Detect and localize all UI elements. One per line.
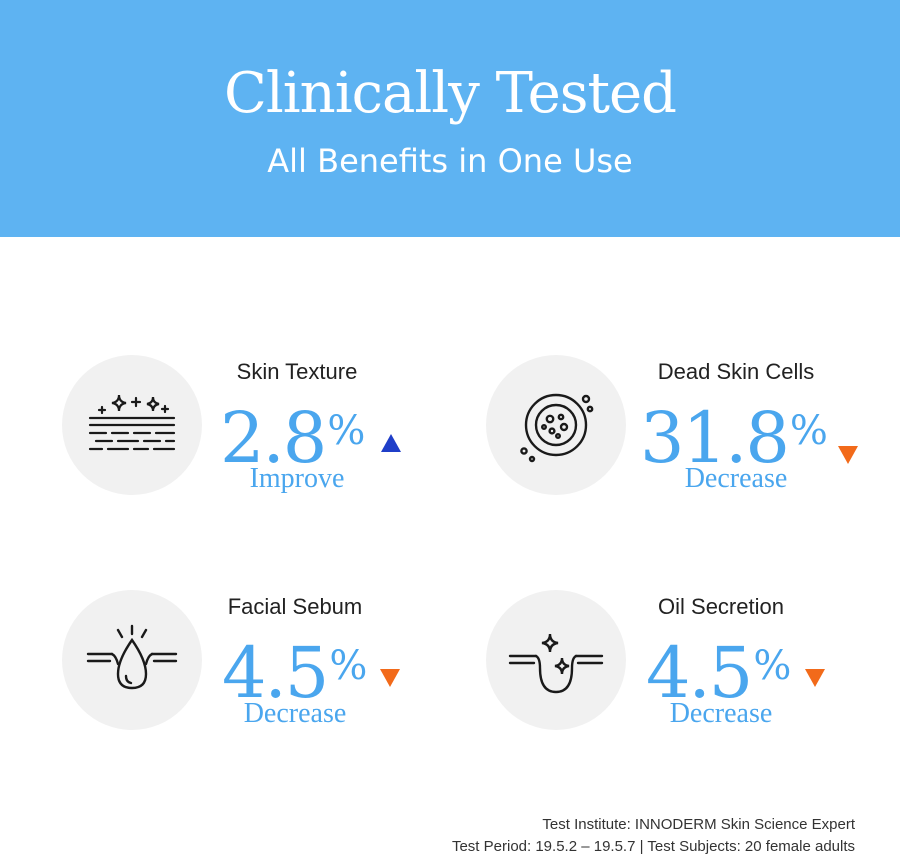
stat-number: 31.8	[640, 397, 790, 479]
test-institute: Test Institute: INNODERM Skin Science Ex…	[542, 816, 855, 833]
stat-change: Decrease	[669, 698, 773, 729]
stat-unit: %	[329, 643, 368, 689]
icon-circle	[62, 355, 202, 495]
stat-card-facial-sebum: Facial Sebum 4.5% Decrease	[62, 590, 482, 740]
stat-label: Dead Skin Cells	[657, 359, 815, 384]
sebum-drop-icon	[86, 624, 178, 690]
stat-card-oil-secretion: Oil Secretion 4.5% Decrease	[486, 590, 900, 740]
stat-card-skin-texture: Skin Texture 2.8% Improve	[62, 355, 482, 505]
icon-circle	[486, 355, 626, 495]
stat-unit: %	[789, 408, 828, 454]
header-banner: Clinically Tested All Benefits in One Us…	[0, 0, 900, 237]
stat-label: Skin Texture	[236, 359, 358, 384]
icon-circle	[486, 590, 626, 730]
stat-value: 31.8%	[640, 391, 828, 497]
decrease-arrow-icon	[805, 669, 825, 687]
stat-unit: %	[327, 408, 366, 454]
stat-change: Improve	[249, 463, 345, 494]
test-period: Test Period: 19.5.2 – 19.5.7 | Test Subj…	[451, 838, 855, 855]
sparkle-texture-icon	[88, 394, 176, 451]
test-info-footer: Test Institute: INNODERM Skin Science Ex…	[452, 814, 855, 857]
decrease-arrow-icon	[838, 446, 858, 464]
stat-value: 4.5%	[646, 626, 791, 732]
page-subtitle: All Benefits in One Use	[267, 142, 633, 180]
stat-change: Decrease	[684, 463, 788, 494]
stat-change: Decrease	[243, 698, 347, 729]
stat-label: Facial Sebum	[227, 594, 363, 619]
stat-value: 4.5%	[222, 626, 367, 732]
stat-unit: %	[753, 643, 792, 689]
stat-label: Oil Secretion	[658, 594, 784, 619]
page-title: Clinically Tested	[223, 61, 677, 126]
increase-arrow-icon	[381, 434, 401, 452]
stat-number: 4.5	[646, 632, 753, 714]
oil-secretion-icon	[508, 633, 604, 694]
stat-card-dead-skin-cells: Dead Skin Cells 31.8% Decrease	[486, 355, 900, 505]
decrease-arrow-icon	[380, 669, 400, 687]
icon-circle	[62, 590, 202, 730]
dead-cells-icon	[520, 393, 594, 463]
stat-number: 2.8	[220, 397, 327, 479]
stat-number: 4.5	[222, 632, 329, 714]
stat-value: 2.8%	[220, 391, 365, 497]
